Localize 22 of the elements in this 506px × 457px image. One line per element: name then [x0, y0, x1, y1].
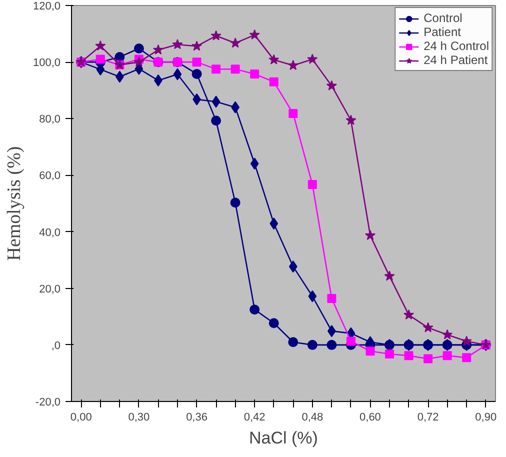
x-tick-label: 0,60 [360, 412, 381, 424]
x-tick-label: 0,00 [70, 412, 92, 424]
y-tick-label: 80,0 [39, 114, 61, 126]
y-tick-label: ,0 [51, 340, 61, 352]
legend-label: 24 h Control [424, 39, 489, 53]
y-tick-label: 60,0 [39, 170, 61, 182]
legend-label: 24 h Patient [424, 53, 488, 67]
x-tick-label: 0,36 [186, 412, 208, 424]
y-tick-label: 120,0 [32, 0, 61, 12]
y-axis-title: Hemolysis (%) [4, 146, 25, 261]
y-tick-label: -20,0 [35, 396, 61, 408]
legend-label: Patient [424, 25, 461, 39]
legend-label: Control [424, 11, 462, 25]
y-tick-label: 40,0 [39, 226, 61, 239]
y-tick-label: 100,0 [32, 57, 61, 70]
x-axis-title: NaCl (%) [249, 428, 318, 448]
x-tick-label: 0,72 [417, 412, 439, 424]
x-tick-label: 0,30 [128, 412, 150, 424]
x-tick-label: 0,48 [302, 412, 324, 424]
x-tick-label: 0,90 [475, 412, 497, 424]
y-tick-label: 20,0 [39, 283, 61, 296]
x-tick-label: 0,42 [244, 412, 266, 424]
